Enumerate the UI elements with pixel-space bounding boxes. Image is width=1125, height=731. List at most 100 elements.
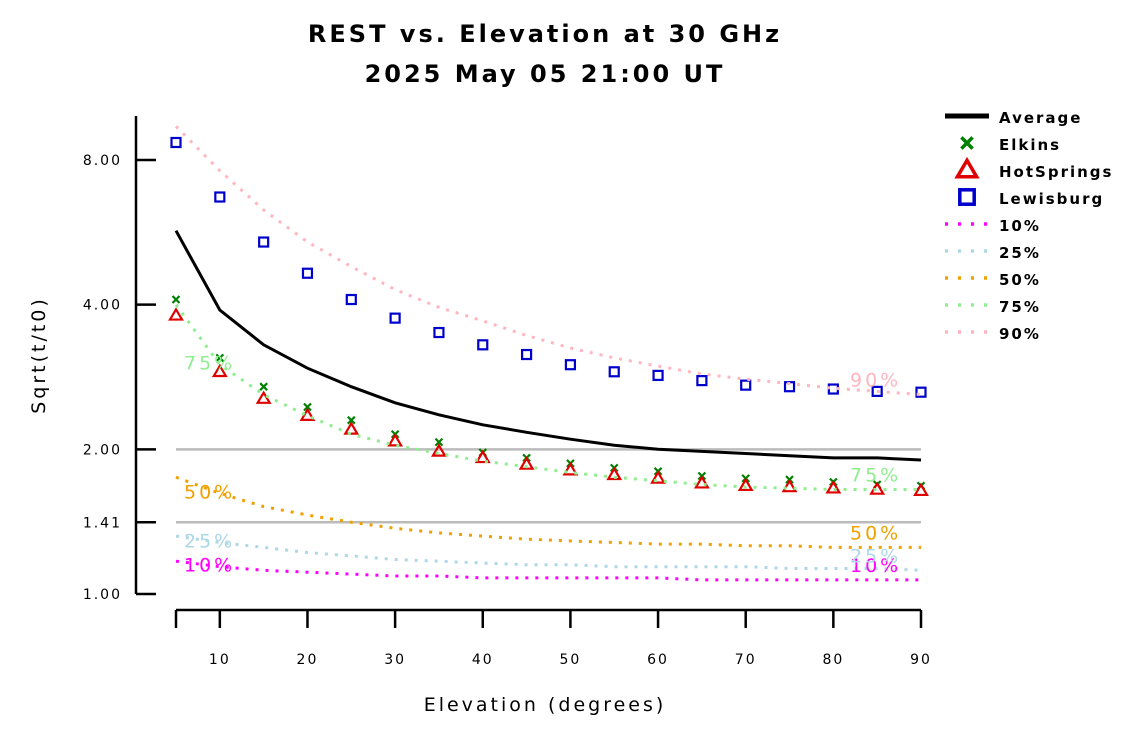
x-tick-label: 20: [297, 652, 319, 668]
percentile-labels: 10% 10%25%25%50%50%75%75%90%: [184, 353, 901, 577]
marker-stroke: [215, 353, 225, 363]
x-tick-label: 60: [647, 652, 669, 668]
series-hotsprings: [168, 307, 929, 497]
data-point: [477, 339, 489, 351]
data-point: [693, 475, 710, 489]
axes: 1.00 1.41 2.00 4.00 8.00 10 20 30 40 50 60 70 80 90: [83, 116, 932, 668]
legend-item-average: Average: [945, 109, 1082, 127]
y-tick-label: 8.00: [83, 153, 122, 169]
data-point: [170, 136, 182, 149]
data-point: [343, 421, 360, 435]
x-tick-label: 90: [910, 652, 932, 668]
legend-label: HotSprings: [999, 163, 1113, 181]
data-point: [606, 466, 623, 481]
legend-label: 25%: [999, 244, 1041, 262]
x-tick-label: 40: [472, 652, 494, 668]
x-tick-label: 50: [559, 652, 581, 668]
legend-label: Lewisburg: [999, 190, 1104, 208]
series-line-90pct: [174, 125, 922, 397]
marker-stroke: [434, 437, 444, 447]
label-75pct-right: 75%: [850, 464, 901, 486]
data-point: [564, 359, 577, 371]
data-point: [696, 375, 708, 387]
data-point: [608, 366, 620, 378]
y-tick-label: 1.41: [83, 515, 122, 531]
x-tick-label: 70: [735, 652, 757, 668]
marker-stroke: [171, 295, 181, 304]
legend-label: 10%: [999, 217, 1041, 235]
data-point: [301, 267, 314, 279]
data-point: [871, 385, 883, 397]
data-point: [650, 470, 666, 484]
x-tick-label: 30: [384, 652, 406, 668]
data-point: [303, 402, 312, 412]
legend-label: 75%: [999, 298, 1041, 316]
legend-label: Average: [999, 109, 1082, 127]
label-90pct-right: 90%: [850, 370, 901, 392]
marker-stroke: [259, 382, 268, 391]
marker-stroke: [347, 415, 356, 425]
legend-item-90pct: 90%: [945, 325, 1039, 343]
data-point: [433, 326, 445, 339]
data-point: [387, 432, 404, 447]
data-point: [434, 437, 444, 447]
data-point: [913, 482, 929, 497]
label-75pct-left: 75%: [184, 353, 235, 375]
data-point: [214, 191, 226, 203]
y-axis-title: Sqrt(t/t0): [28, 296, 50, 414]
x-tick-label: 10: [209, 652, 231, 668]
label-50pct-left: 50%: [184, 481, 235, 503]
data-point: [562, 461, 579, 476]
data-point: [781, 478, 798, 493]
legend-label: Elkins: [999, 136, 1061, 154]
legend-item-75pct: 75%: [945, 298, 1041, 316]
label-25pct-right: 25%: [850, 545, 901, 567]
data-point: [737, 477, 754, 492]
series-line-10pct: [175, 559, 921, 582]
series-elkins: [171, 295, 926, 491]
series-line-average: [174, 229, 922, 462]
legend-item-50pct: 50%: [945, 271, 1041, 289]
legend-item-25pct: 25%: [945, 244, 1041, 262]
x-tick-label: 80: [822, 652, 844, 668]
data-point: [215, 353, 225, 363]
data-point: [474, 449, 491, 464]
x-axis-title: Elevation (degrees): [424, 694, 667, 716]
data-point: [345, 293, 357, 306]
legend-item-elkins: Elkins: [960, 136, 1061, 154]
data-point: [168, 307, 184, 321]
data-point: [652, 369, 664, 382]
series-line-25pct: [175, 534, 922, 572]
legend-label: 50%: [999, 271, 1041, 289]
data-point: [347, 415, 356, 425]
marker-stroke: [303, 402, 312, 412]
data-point: [915, 386, 927, 398]
legend-item-hotsprings: HotSprings: [954, 156, 1113, 181]
chart-subtitle: 2025 May 05 21:00 UT: [365, 60, 726, 88]
data-point: [740, 379, 752, 391]
label-25pct-left: 25%: [184, 530, 235, 552]
legend: Average Elkins HotSprings Lewisburg 10% 25% 50…: [945, 109, 1113, 343]
data-point: [211, 363, 228, 378]
series-lewisburg: [170, 136, 927, 398]
data-point: [827, 383, 839, 395]
data-point: [171, 295, 181, 304]
data-point: [431, 443, 447, 457]
series-line-75pct: [174, 303, 921, 491]
data-point: [258, 236, 270, 248]
legend-item-10pct: 10%: [945, 217, 1041, 235]
data-point: [389, 312, 401, 324]
chart-title: REST vs. Elevation at 30 GHz: [308, 20, 782, 48]
legend-swatch: [958, 188, 976, 206]
data-point: [825, 480, 842, 494]
label-50pct-right: 50%: [850, 522, 901, 544]
label-10pct-right: 10%: [850, 555, 901, 577]
data-point: [518, 456, 535, 470]
series-line-50pct: [175, 475, 921, 549]
legend-swatch: [954, 156, 980, 179]
legend-item-lewisburg: Lewisburg: [958, 188, 1104, 208]
label-10pct-left: 10%: [184, 555, 235, 577]
marker-stroke: [960, 136, 974, 150]
data-point: [520, 348, 533, 361]
